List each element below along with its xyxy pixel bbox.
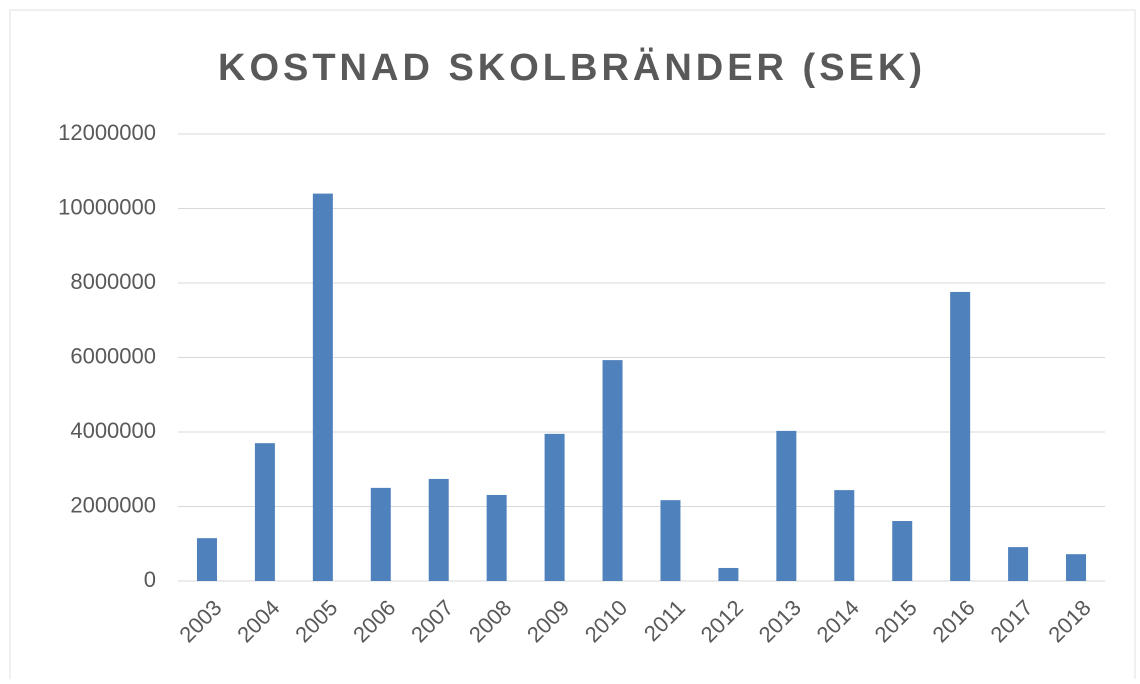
y-tick-label: 2000000	[70, 492, 156, 517]
bar	[892, 521, 913, 581]
y-tick-label: 8000000	[70, 269, 156, 294]
bar	[660, 500, 681, 581]
bar	[312, 193, 333, 581]
bar	[718, 567, 739, 581]
y-tick-label: 6000000	[70, 343, 156, 368]
y-tick-label: 0	[144, 567, 156, 592]
bar	[196, 538, 217, 581]
bar	[544, 433, 565, 581]
bar	[254, 443, 275, 581]
y-tick-label: 10000000	[58, 194, 156, 219]
bar	[1066, 554, 1087, 581]
bar	[486, 494, 507, 581]
bar	[950, 291, 971, 581]
y-tick-label: 4000000	[70, 418, 156, 443]
y-tick-label: 12000000	[58, 120, 156, 145]
bar	[370, 487, 391, 581]
chart-title: KOSTNAD SKOLBRÄNDER (SEK)	[218, 46, 926, 89]
bar	[776, 430, 797, 581]
bar	[602, 360, 623, 581]
bar	[1008, 547, 1029, 581]
bar	[428, 478, 449, 581]
bar	[834, 490, 855, 581]
